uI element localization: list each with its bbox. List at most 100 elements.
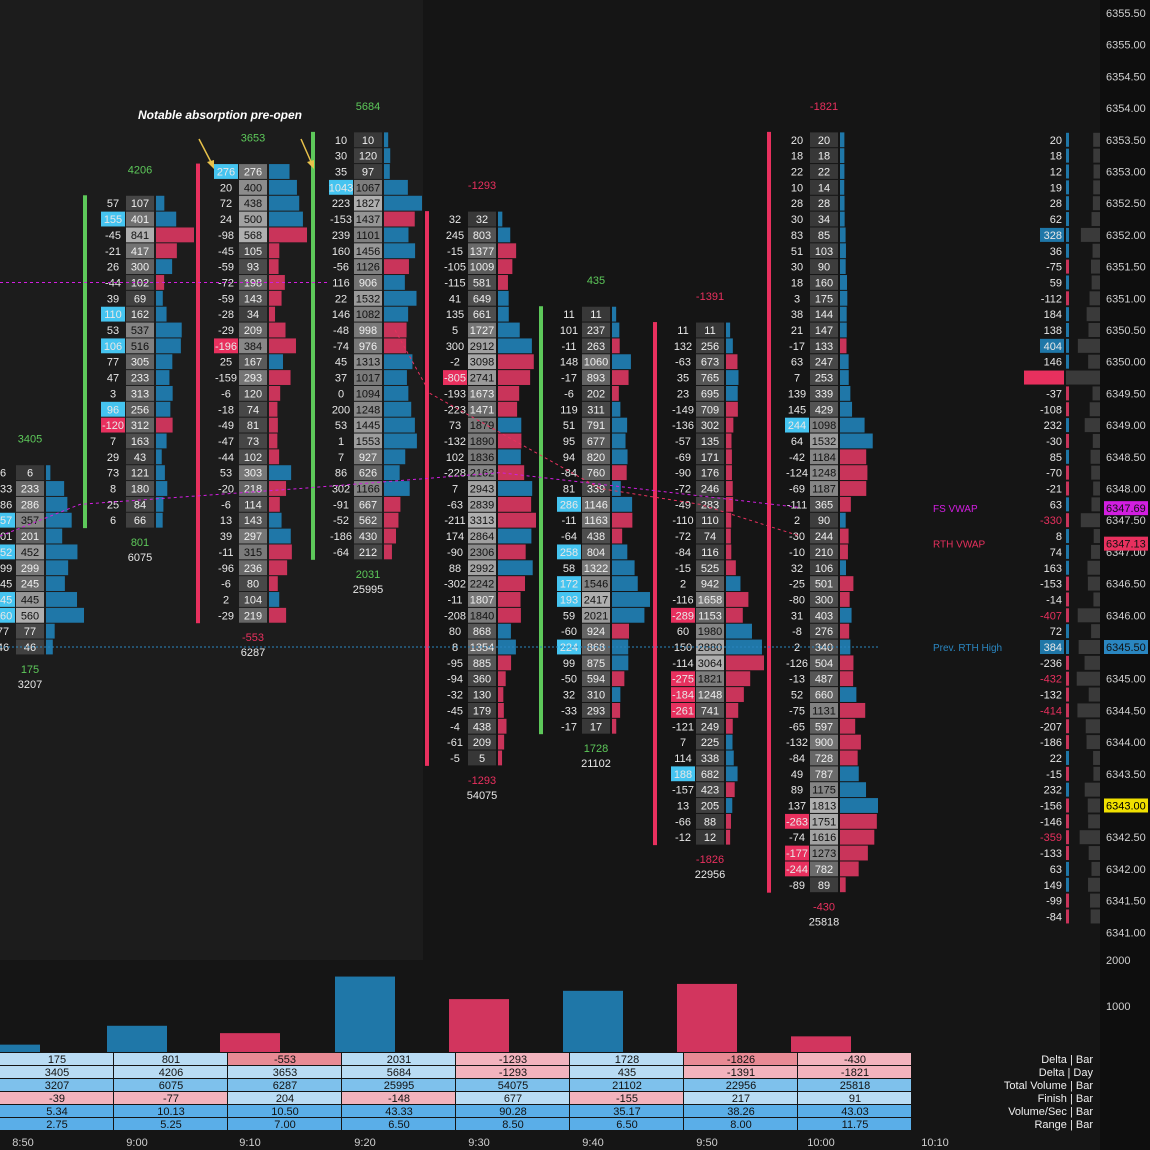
volume-bar bbox=[498, 623, 511, 639]
volume-value: 212 bbox=[359, 547, 377, 559]
volume-bar bbox=[840, 148, 845, 164]
profile-strip bbox=[1066, 132, 1069, 147]
delta-value: -6 bbox=[221, 499, 231, 511]
profile-delta: -236 bbox=[1040, 658, 1062, 670]
table-cell-value: 11.75 bbox=[842, 1119, 869, 1131]
volume-bar bbox=[498, 306, 509, 322]
profile-delta: 184 bbox=[1044, 309, 1062, 321]
table-cell-value: 801 bbox=[162, 1054, 180, 1066]
delta-value: 132 bbox=[674, 341, 692, 353]
profile-strip bbox=[1066, 861, 1069, 876]
volume-bar bbox=[726, 750, 734, 766]
volume-bar bbox=[840, 655, 854, 671]
volume-cell bbox=[582, 433, 610, 449]
volume-cell bbox=[126, 417, 154, 433]
volume-cell bbox=[810, 227, 838, 243]
delta-value: 10 bbox=[791, 182, 803, 194]
delta-highlight bbox=[101, 417, 125, 433]
volume-cell bbox=[354, 401, 382, 417]
volume-bar bbox=[498, 259, 513, 275]
volume-histogram-bar bbox=[563, 990, 623, 1052]
delta-value: -74 bbox=[333, 341, 349, 353]
volume-cell bbox=[810, 370, 838, 385]
volume-value: 133 bbox=[815, 341, 833, 353]
profile-strip bbox=[1066, 481, 1069, 496]
volume-cell bbox=[354, 243, 382, 259]
volume-cell bbox=[810, 607, 838, 623]
volume-cell bbox=[16, 560, 44, 576]
delta-value: 258 bbox=[560, 547, 578, 559]
volume-bar bbox=[612, 512, 633, 528]
volume-value: 841 bbox=[131, 230, 149, 242]
volume-value: 32 bbox=[476, 214, 488, 226]
volume-value: 179 bbox=[473, 705, 491, 717]
delta-value: -57 bbox=[675, 436, 691, 448]
volume-value: 741 bbox=[701, 705, 719, 717]
table-cell-value: -1826 bbox=[727, 1054, 755, 1066]
volume-bar bbox=[840, 179, 845, 195]
volume-cell bbox=[468, 560, 496, 576]
delta-value: -74 bbox=[789, 832, 805, 844]
profile-delta: -153 bbox=[1040, 579, 1062, 591]
volume-value: 90 bbox=[818, 262, 830, 274]
volume-bar bbox=[612, 576, 638, 592]
volume-value: 1751 bbox=[812, 816, 836, 828]
volume-value: 18 bbox=[818, 151, 830, 163]
table-cell bbox=[570, 1092, 683, 1104]
delta-value: 155 bbox=[104, 214, 122, 226]
volume-bar bbox=[612, 544, 628, 560]
volume-cell bbox=[696, 782, 724, 798]
profile-delta: -359 bbox=[1040, 832, 1062, 844]
volume-bar bbox=[840, 306, 847, 322]
delta-value: -275 bbox=[672, 674, 694, 686]
volume-cell bbox=[354, 433, 382, 449]
delta-value: -136 bbox=[672, 420, 694, 432]
delta-value: 60 bbox=[677, 626, 689, 638]
volume-bar bbox=[840, 481, 867, 496]
volume-bar bbox=[498, 528, 532, 544]
delta-value: 73 bbox=[107, 468, 119, 480]
volume-value: 1273 bbox=[812, 848, 836, 860]
volume-cell bbox=[696, 496, 724, 512]
profile-strip bbox=[1066, 291, 1069, 306]
profile-highlight bbox=[1024, 370, 1064, 385]
volume-cell bbox=[354, 370, 382, 385]
table-cell bbox=[228, 1092, 341, 1104]
volume-value: 85 bbox=[818, 230, 830, 242]
volume-bar bbox=[726, 607, 743, 623]
volume-cell bbox=[696, 528, 724, 544]
premarket-shade bbox=[0, 0, 423, 960]
profile-volume-bar bbox=[1093, 132, 1100, 147]
volume-bar bbox=[498, 655, 512, 671]
bar-delta-label: -553 bbox=[242, 632, 264, 644]
profile-delta: -14 bbox=[1046, 594, 1062, 606]
delta-value: 224 bbox=[560, 642, 578, 654]
price-marker-label: 6347.69 bbox=[1106, 503, 1146, 515]
volume-bar bbox=[384, 227, 409, 243]
volume-value: 34 bbox=[818, 214, 830, 226]
volume-cell bbox=[239, 322, 267, 338]
table-cell bbox=[798, 1092, 911, 1104]
bar-volume-label: 54075 bbox=[467, 790, 498, 802]
delta-value: 53 bbox=[335, 420, 347, 432]
delta-value: 83 bbox=[791, 230, 803, 242]
table-cell-value: 1728 bbox=[615, 1054, 639, 1066]
delta-value: -17 bbox=[561, 721, 577, 733]
table-cell bbox=[0, 1092, 113, 1104]
delta-value: -44 bbox=[218, 452, 234, 464]
bar-delta-label: 1728 bbox=[584, 743, 608, 755]
volume-cell bbox=[468, 639, 496, 655]
volume-value: 667 bbox=[359, 499, 377, 511]
volume-value: 120 bbox=[244, 388, 262, 400]
volume-value: 22 bbox=[818, 167, 830, 179]
volume-bar bbox=[156, 370, 170, 385]
bar-volume-label: 3207 bbox=[18, 679, 42, 691]
delta-value: -126 bbox=[786, 658, 808, 670]
volume-bar bbox=[612, 607, 645, 623]
delta-value: -5 bbox=[450, 753, 460, 765]
profile-volume-bar bbox=[1087, 798, 1100, 813]
delta-value: 1043 bbox=[329, 182, 353, 194]
volume-value: 924 bbox=[587, 626, 605, 638]
profile-volume-bar bbox=[1091, 465, 1100, 480]
